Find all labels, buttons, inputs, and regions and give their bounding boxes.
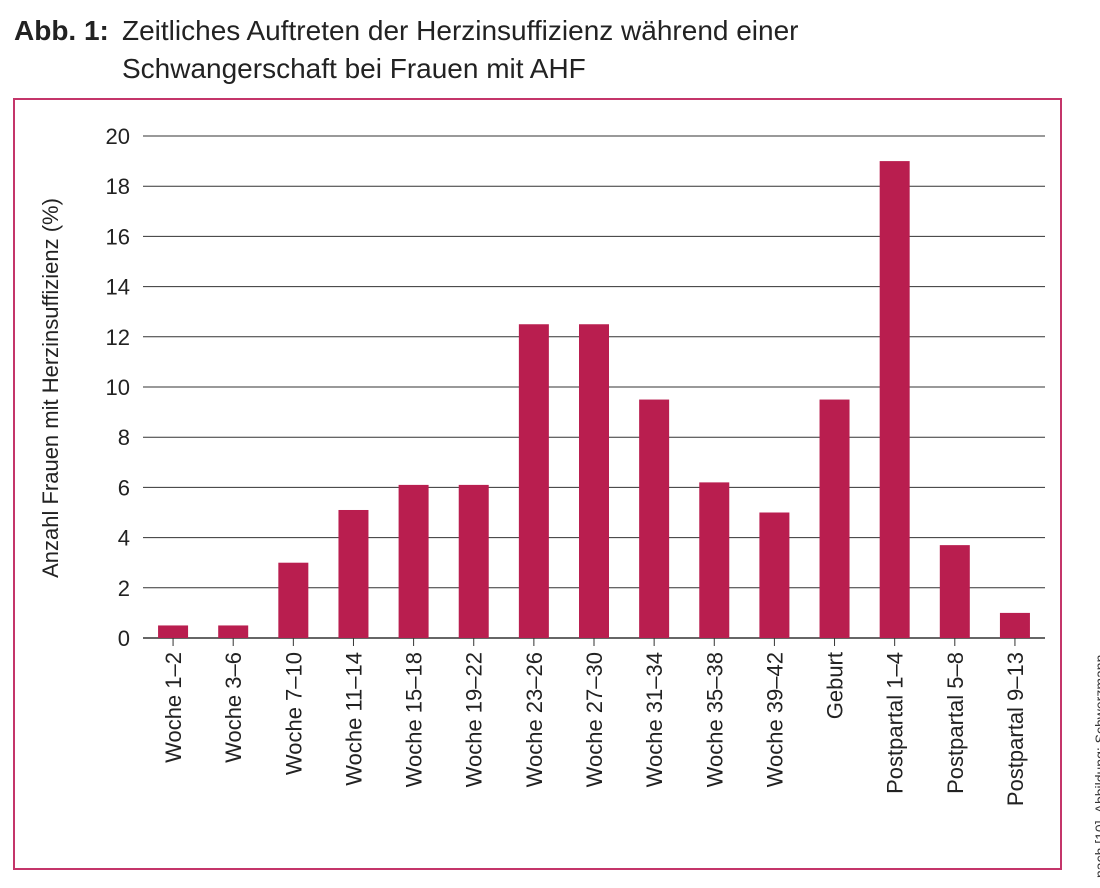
y-tick-label: 0 xyxy=(118,626,130,651)
y-tick-label: 18 xyxy=(106,174,130,199)
x-tick-label: Woche 3–6 xyxy=(221,652,246,763)
figure-caption: Abb. 1: Zeitliches Auftreten der Herzins… xyxy=(14,12,1014,88)
bar xyxy=(999,612,1030,638)
x-tick-label: Woche 23–26 xyxy=(522,652,547,787)
bar xyxy=(518,324,549,638)
y-tick-label: 16 xyxy=(106,224,130,249)
bar xyxy=(458,484,489,638)
bar xyxy=(939,545,970,638)
x-axis-ticks: Woche 1–2 Woche 3–6 Woche 7–10 Woche 11–14 W… xyxy=(161,638,1028,806)
y-axis-label: Anzahl Frauen mit Herzinsuffizienz (%) xyxy=(38,198,63,578)
x-tick-label: Woche 1–2 xyxy=(161,652,186,763)
bars xyxy=(158,161,1030,638)
y-tick-label: 12 xyxy=(106,325,130,350)
bar xyxy=(278,562,309,638)
bar xyxy=(218,625,249,638)
bar xyxy=(398,484,429,638)
y-tick-label: 2 xyxy=(118,576,130,601)
caption-label: Abb. 1: xyxy=(14,15,109,46)
x-tick-label: Postpartal 1–4 xyxy=(883,652,908,794)
bar xyxy=(338,509,369,638)
y-tick-label: 14 xyxy=(106,275,130,300)
caption-title-line2: Schwangerschaft bei Frauen mit AHF xyxy=(122,53,586,84)
x-tick-label: Woche 27–30 xyxy=(582,652,607,787)
x-tick-label: Postpartal 5–8 xyxy=(943,652,968,794)
x-tick-label: Geburt xyxy=(823,652,848,719)
caption-title-line1: Zeitliches Auftreten der Herzinsuffizien… xyxy=(122,15,799,46)
bar xyxy=(699,482,730,638)
bar xyxy=(819,399,850,638)
bar xyxy=(879,161,910,638)
x-tick-label: Woche 39–42 xyxy=(762,652,787,787)
y-axis-ticks: 0 2 4 6 8 10 12 14 16 18 20 xyxy=(106,124,130,651)
x-tick-label: Postpartal 9–13 xyxy=(1003,652,1028,806)
bar xyxy=(759,512,790,638)
y-tick-label: 20 xyxy=(106,124,130,149)
x-tick-label: Woche 31–34 xyxy=(642,652,667,787)
bar xyxy=(579,324,609,638)
image-credit: nach [10], Abbildung: Schwerzmann xyxy=(1092,654,1100,878)
y-tick-label: 6 xyxy=(118,475,130,500)
x-tick-label: Woche 19–22 xyxy=(462,652,487,787)
y-tick-label: 8 xyxy=(118,425,130,450)
chart-frame xyxy=(13,98,1062,870)
bar xyxy=(158,625,189,638)
x-tick-label: Woche 11–14 xyxy=(341,652,366,786)
y-tick-label: 4 xyxy=(118,526,130,551)
y-tick-label: 10 xyxy=(106,375,130,400)
x-tick-label: Woche 7–10 xyxy=(281,652,306,775)
x-tick-label: Woche 35–38 xyxy=(702,652,727,787)
x-tick-label: Woche 15–18 xyxy=(402,652,427,787)
bar xyxy=(639,399,670,638)
